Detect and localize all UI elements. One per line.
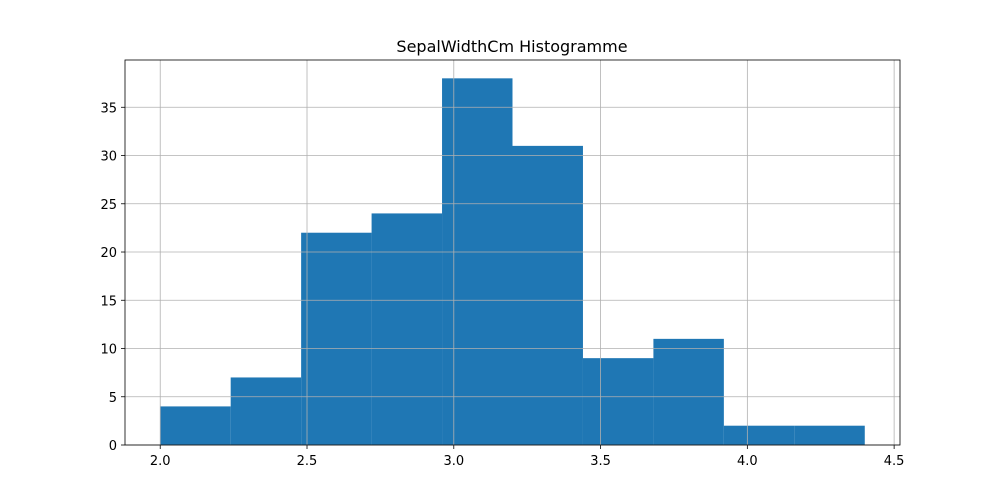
y-tick-label: 25 bbox=[100, 198, 117, 213]
bar bbox=[442, 78, 513, 445]
bar bbox=[160, 406, 231, 445]
x-tick-label: 4.0 bbox=[737, 454, 758, 469]
x-tick-label: 2.5 bbox=[297, 454, 318, 469]
y-tick-label: 10 bbox=[100, 343, 117, 358]
bar bbox=[723, 425, 795, 445]
bar bbox=[230, 377, 302, 445]
y-tick-label: 35 bbox=[100, 101, 117, 116]
bar bbox=[371, 213, 443, 445]
plot-frame bbox=[124, 59, 901, 446]
y-tick-label: 0 bbox=[109, 439, 117, 454]
bar bbox=[582, 358, 654, 445]
x-tick-label: 2.0 bbox=[150, 454, 171, 469]
x-tick-label: 3.5 bbox=[590, 454, 611, 469]
y-tick-label: 20 bbox=[100, 246, 117, 261]
x-tick-label: 4.5 bbox=[884, 454, 905, 469]
y-tick-label: 15 bbox=[100, 294, 117, 309]
bar bbox=[301, 232, 372, 445]
y-tick-label: 5 bbox=[109, 391, 117, 406]
x-tick-label: 3.0 bbox=[443, 454, 464, 469]
chart-title: SepalWidthCm Histogramme bbox=[396, 37, 627, 56]
y-tick-label: 30 bbox=[100, 150, 117, 165]
bar bbox=[653, 338, 724, 445]
bar bbox=[794, 425, 865, 445]
bar bbox=[512, 145, 583, 445]
